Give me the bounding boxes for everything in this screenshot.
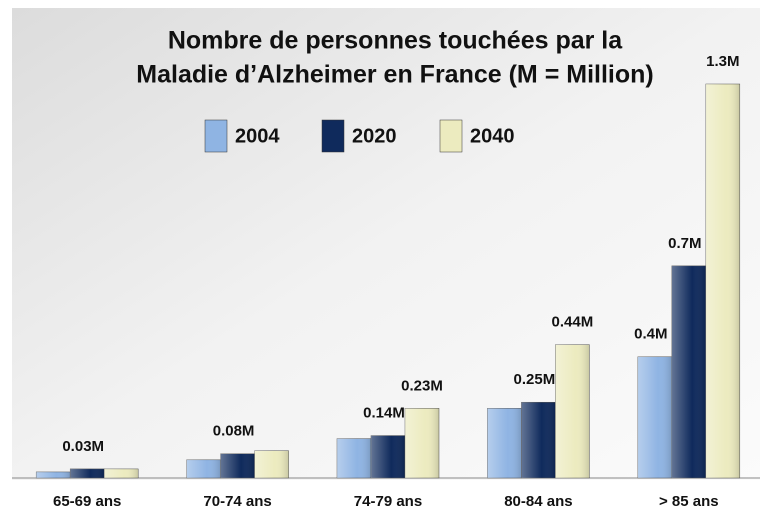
chart-title: Nombre de personnes touchées par la [168, 27, 623, 55]
bar-shine [521, 402, 556, 478]
bar-shine [70, 468, 105, 478]
bar-shine [337, 438, 371, 478]
data-label: 0.4M [634, 326, 667, 343]
bar-shine [104, 468, 139, 478]
x-tick-label: 65-69 ans [53, 493, 121, 510]
data-label: 0.03M [62, 438, 104, 455]
bar-shine [637, 356, 672, 478]
bar-shine [555, 344, 590, 478]
data-label: 0.7M [668, 235, 701, 252]
x-tick-label: 80-84 ans [504, 493, 572, 510]
plot-area [12, 8, 760, 480]
chart-title: Maladie d’Alzheimer en France (M = Milli… [136, 61, 653, 89]
bar-shine [705, 84, 740, 478]
bar-shine [405, 408, 439, 478]
legend-label: 2020 [352, 125, 397, 147]
bar-shine [186, 459, 221, 478]
bar-shine [487, 408, 522, 478]
bar-shine [671, 265, 706, 478]
x-tick-label: > 85 ans [659, 493, 719, 510]
data-label: 0.08M [213, 423, 255, 440]
legend-swatch [321, 119, 345, 153]
x-tick-label: 74-79 ans [354, 493, 422, 510]
data-label: 0.25M [514, 371, 556, 388]
bar-shine [254, 450, 289, 478]
bar-shine [220, 453, 255, 478]
data-label: 0.23M [401, 377, 443, 394]
data-label: 0.14M [363, 405, 405, 422]
data-label: 0.44M [552, 314, 594, 331]
bar-shine [371, 435, 405, 478]
bar-shine [36, 471, 71, 478]
legend-swatch [204, 119, 228, 153]
data-label: 1.3M [706, 53, 739, 70]
legend-label: 2040 [470, 125, 515, 147]
legend-label: 2004 [235, 125, 280, 147]
legend-swatch [439, 119, 463, 153]
x-tick-label: 70-74 ans [203, 493, 271, 510]
